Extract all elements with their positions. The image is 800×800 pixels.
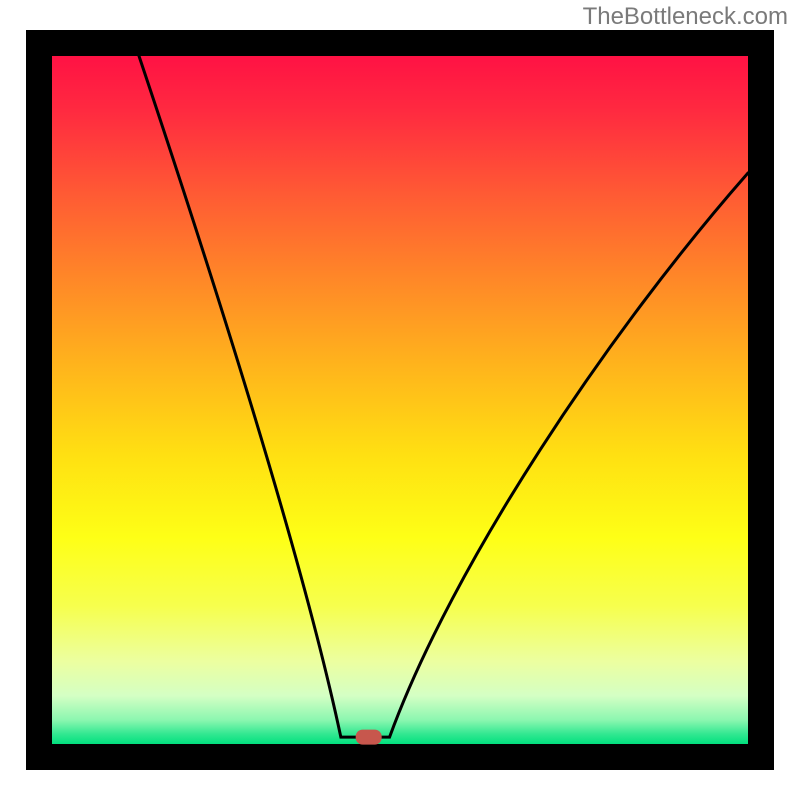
watermark-text: TheBottleneck.com	[583, 3, 788, 30]
valley-marker	[356, 730, 382, 745]
bottleneck-chart: TheBottleneck.com	[0, 0, 800, 800]
gradient-background	[52, 56, 748, 744]
